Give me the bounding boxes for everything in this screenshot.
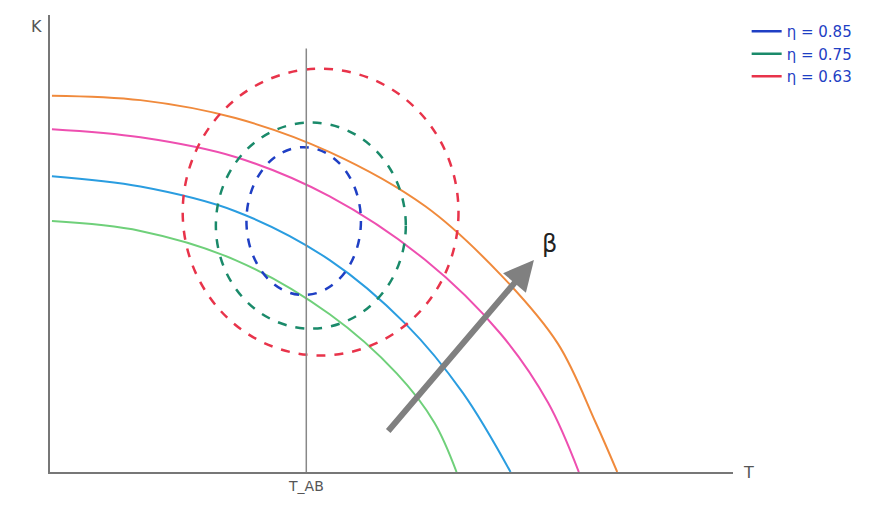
svg-text:η = 0.75: η = 0.75 bbox=[787, 46, 852, 64]
svg-text:T_AB: T_AB bbox=[288, 478, 324, 494]
svg-text:η = 0.63: η = 0.63 bbox=[787, 68, 852, 86]
svg-text:β: β bbox=[542, 230, 557, 258]
svg-text:T: T bbox=[743, 463, 754, 482]
svg-text:K: K bbox=[31, 17, 42, 36]
svg-text:η = 0.85: η = 0.85 bbox=[787, 23, 852, 41]
